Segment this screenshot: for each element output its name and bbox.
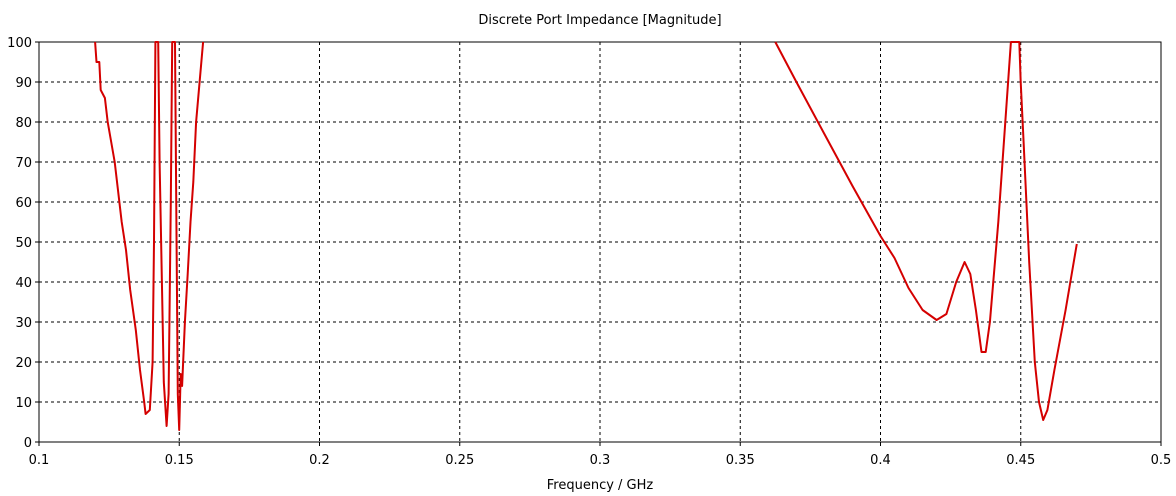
- x-axis-label: Frequency / GHz: [547, 478, 654, 493]
- axis-ticks: 0.1 0.15 0.2 0.25 0.3 0.35 0.4 0.45 0.5 0 10 20 30 40…: [7, 36, 1171, 468]
- y-tick-label: 100: [7, 36, 32, 51]
- x-tick-label: 0.3: [590, 453, 611, 468]
- impedance-curve-segment-2: [774, 41, 1078, 421]
- x-tick-label: 0.2: [309, 453, 330, 468]
- x-tick-label: 0.5: [1151, 453, 1172, 468]
- chart-title: Discrete Port Impedance [Magnitude]: [478, 13, 721, 28]
- x-tick-label: 0.25: [445, 453, 474, 468]
- y-tick-label: 50: [15, 236, 32, 251]
- y-tick-label: 40: [15, 276, 32, 291]
- x-tick-label: 0.1: [29, 453, 50, 468]
- y-tick-label: 60: [15, 196, 32, 211]
- y-tick-label: 80: [15, 116, 32, 131]
- x-tick-label: 0.4: [870, 453, 891, 468]
- impedance-curve-segment-1: [94, 41, 205, 431]
- y-tick-label: 20: [15, 356, 32, 371]
- plot-lines: [94, 41, 1078, 431]
- y-tick-label: 90: [15, 76, 32, 91]
- y-tick-label: 10: [15, 396, 32, 411]
- grid: [39, 42, 1161, 442]
- x-tick-label: 0.15: [165, 453, 194, 468]
- x-tick-label: 0.35: [726, 453, 755, 468]
- x-tick-label: 0.45: [1006, 453, 1035, 468]
- y-tick-label: 0: [24, 436, 32, 451]
- y-tick-label: 30: [15, 316, 32, 331]
- y-tick-label: 70: [15, 156, 32, 171]
